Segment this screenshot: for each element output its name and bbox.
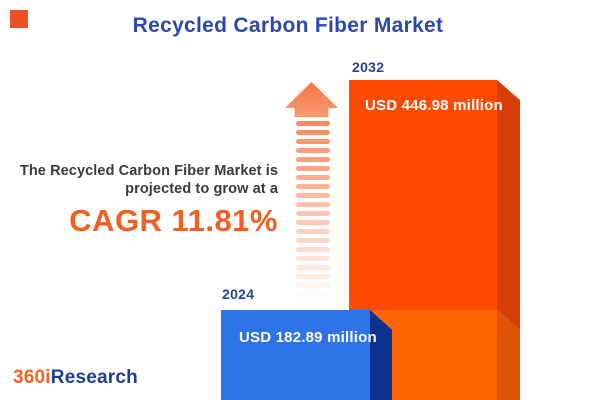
arrow-stripe bbox=[296, 247, 330, 252]
arrow-stripe bbox=[296, 121, 330, 126]
logo-part-360i: 360i bbox=[13, 367, 51, 388]
bar-2032-side-lower bbox=[497, 310, 520, 400]
cagr-value: CAGR 11.81% bbox=[69, 203, 278, 238]
arrow-stripe bbox=[296, 139, 330, 144]
company-logo: 360iResearch bbox=[13, 367, 138, 389]
arrow-stripe bbox=[296, 229, 330, 234]
year-label-2032: 2032 bbox=[352, 59, 385, 75]
growth-callout: The Recycled Carbon Fiber Market is proj… bbox=[0, 162, 278, 239]
page-title: Recycled Carbon Fiber Market bbox=[132, 14, 444, 37]
arrow-stripe bbox=[296, 256, 330, 261]
growth-arrow-stripes bbox=[296, 121, 330, 301]
callout-line-1: The Recycled Carbon Fiber Market is bbox=[19, 163, 278, 179]
logo-part-research: Research bbox=[50, 367, 138, 388]
brand-square bbox=[10, 10, 28, 28]
arrow-stripe bbox=[296, 175, 330, 180]
bar-2032-value-label: USD 446.98 million bbox=[365, 97, 503, 114]
bar-2024-side bbox=[370, 310, 392, 400]
arrow-stripe bbox=[296, 193, 330, 198]
bar-2032-side-upper bbox=[497, 80, 520, 330]
arrow-stripe bbox=[296, 157, 330, 162]
arrow-stripe bbox=[296, 166, 330, 171]
arrow-stripe bbox=[296, 202, 330, 207]
arrow-stripe bbox=[296, 184, 330, 189]
year-label-2024: 2024 bbox=[222, 286, 255, 302]
bar-2024-front bbox=[221, 310, 370, 400]
arrow-stripe bbox=[296, 211, 330, 216]
bar-2032-front-upper bbox=[349, 80, 497, 310]
arrow-stripe bbox=[296, 148, 330, 153]
arrow-stripe bbox=[296, 274, 330, 279]
callout-line-2: projected to grow at a bbox=[125, 181, 278, 197]
arrow-stripe bbox=[296, 283, 330, 288]
arrow-stripe bbox=[296, 265, 330, 270]
arrow-stripe bbox=[296, 130, 330, 135]
arrow-stripe bbox=[296, 220, 330, 225]
arrow-stripe bbox=[296, 238, 330, 243]
up-arrow-icon bbox=[285, 82, 338, 117]
bar-2024-value-label: USD 182.89 million bbox=[239, 329, 377, 346]
arrow-stripe bbox=[296, 292, 330, 297]
